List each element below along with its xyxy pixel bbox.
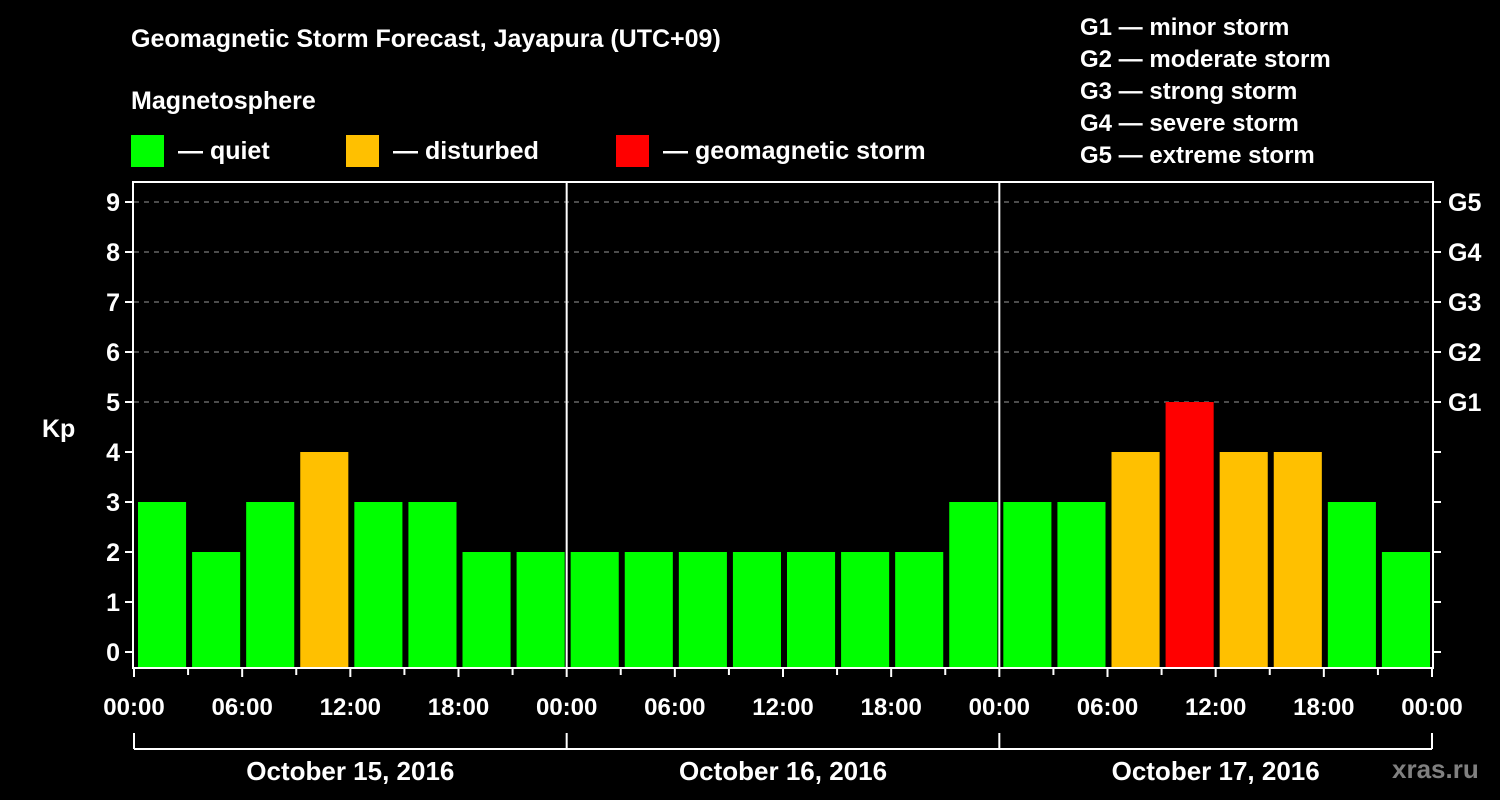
kp-bar	[300, 452, 349, 667]
x-tick-label: 12:00	[320, 694, 381, 721]
x-tick-label: 12:00	[1185, 694, 1246, 721]
disturbed-swatch-icon	[346, 135, 379, 167]
x-tick-label: 12:00	[752, 694, 813, 721]
kp-bar	[1273, 452, 1322, 667]
g-scale-item: G5 — extreme storm	[1080, 142, 1315, 169]
x-tick-label: 00:00	[969, 694, 1030, 721]
day-label: October 16, 2016	[679, 756, 887, 786]
legend-disturbed: — disturbed	[346, 135, 539, 167]
g-scale-legend: G1 — minor storm G2 — moderate storm G3 …	[1080, 12, 1331, 172]
kp-bar	[1165, 402, 1214, 667]
kp-bar	[1003, 502, 1052, 667]
y-axis-label: Kp	[42, 415, 75, 443]
kp-bar	[1219, 452, 1268, 667]
kp-bar	[841, 552, 890, 667]
g-level-label: G5	[1448, 189, 1481, 217]
kp-bar	[787, 552, 836, 667]
y-tick-label: 9	[106, 189, 120, 217]
kp-bar	[138, 502, 187, 667]
y-tick-label: 8	[106, 239, 120, 267]
legend-subtitle: Magnetosphere	[131, 87, 316, 115]
g-scale-item: G3 — strong storm	[1080, 78, 1298, 105]
x-tick-label: 00:00	[103, 694, 164, 721]
x-tick-label: 18:00	[428, 694, 489, 721]
x-tick-label: 00:00	[1401, 694, 1462, 721]
kp-bar	[192, 552, 241, 667]
g-scale-item: G2 — moderate storm	[1080, 46, 1331, 73]
y-tick-label: 6	[106, 339, 120, 367]
legend-quiet-label: — quiet	[178, 136, 270, 165]
x-tick-label: 18:00	[1293, 694, 1354, 721]
legend-storm: — geomagnetic storm	[616, 135, 926, 167]
y-tick-label: 5	[106, 389, 120, 417]
kp-bar	[949, 502, 998, 667]
day-label: October 17, 2016	[1112, 756, 1320, 786]
kp-bar	[678, 552, 727, 667]
legend-storm-label: — geomagnetic storm	[663, 136, 926, 165]
y-tick-label: 2	[106, 539, 120, 567]
x-tick-label: 06:00	[211, 694, 272, 721]
storm-swatch-icon	[616, 135, 649, 167]
y-tick-label: 1	[106, 589, 120, 617]
kp-bar	[246, 502, 295, 667]
kp-bar	[1111, 452, 1160, 667]
kp-bar	[895, 552, 944, 667]
kp-bar	[732, 552, 781, 667]
kp-bar	[408, 502, 457, 667]
y-tick-label: 0	[106, 639, 120, 667]
day-label: October 15, 2016	[246, 756, 454, 786]
kp-bar	[354, 502, 403, 667]
x-tick-label: 06:00	[1077, 694, 1138, 721]
g-level-label: G2	[1448, 339, 1481, 367]
kp-bar	[624, 552, 673, 667]
legend-disturbed-label: — disturbed	[393, 136, 539, 165]
kp-bar	[1381, 552, 1430, 667]
chart-title: Geomagnetic Storm Forecast, Jayapura (UT…	[131, 25, 721, 53]
kp-bar	[516, 552, 565, 667]
x-tick-label: 18:00	[860, 694, 921, 721]
watermark: xras.ru	[1392, 754, 1479, 784]
x-tick-label: 06:00	[644, 694, 705, 721]
g-scale-item: G1 — minor storm	[1080, 14, 1290, 41]
y-tick-label: 3	[106, 489, 120, 517]
g-level-label: G3	[1448, 289, 1481, 317]
y-tick-label: 7	[106, 289, 120, 317]
quiet-swatch-icon	[131, 135, 164, 167]
kp-bar	[570, 552, 619, 667]
kp-bar	[462, 552, 511, 667]
g-level-label: G4	[1448, 239, 1481, 267]
kp-bar	[1327, 502, 1376, 667]
x-tick-label: 00:00	[536, 694, 597, 721]
legend-quiet: — quiet	[131, 135, 270, 167]
g-scale-item: G4 — severe storm	[1080, 110, 1299, 137]
y-tick-label: 4	[106, 439, 120, 467]
g-level-label: G1	[1448, 389, 1481, 417]
kp-bar	[1057, 502, 1106, 667]
